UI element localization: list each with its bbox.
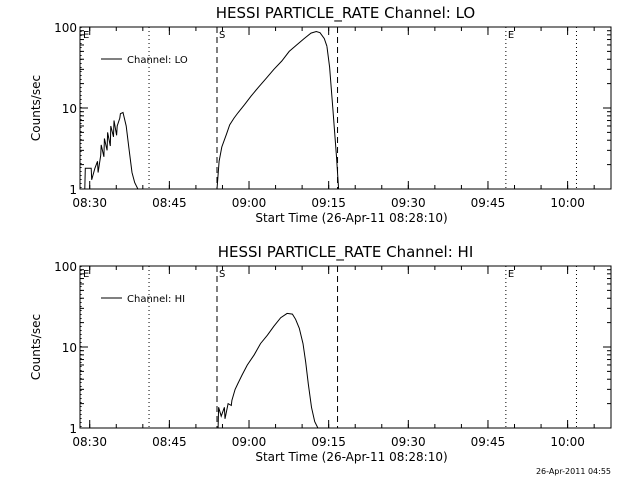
- legend-label: Channel: LO: [127, 55, 188, 66]
- y-axis-label: Counts/sec: [29, 75, 43, 141]
- marker-label-e: E: [83, 269, 89, 280]
- y-tick-label: 100: [54, 21, 77, 35]
- x-axis-label: Start Time (26-Apr-11 08:28:10): [255, 450, 447, 464]
- x-tick-label: 10:00: [550, 196, 585, 210]
- x-tick-label: 09:15: [311, 196, 346, 210]
- y-axis-label: Counts/sec: [29, 314, 43, 380]
- x-tick-label: 09:45: [471, 435, 506, 449]
- x-tick-label: 08:30: [72, 435, 107, 449]
- marker-label-e: E: [508, 30, 514, 41]
- hi-channel-panel: HESSI PARTICLE_RATE Channel: HI 08:30 08:4…: [29, 243, 612, 464]
- lo-channel-panel: HESSI PARTICLE_RATE Channel: LO 08:30 08:4…: [29, 4, 612, 225]
- x-axis-label: Start Time (26-Apr-11 08:28:10): [255, 211, 447, 225]
- x-tick-label: 09:15: [311, 435, 346, 449]
- x-tick-label: 08:45: [152, 196, 187, 210]
- x-tick-label: 08:30: [72, 196, 107, 210]
- series-line-0: [84, 111, 141, 190]
- y-tick-label: 100: [54, 260, 77, 274]
- marker-label-s: S: [219, 269, 225, 280]
- y-tick-label: 10: [62, 341, 77, 355]
- marker-label-e: E: [83, 30, 89, 41]
- marker-label-e: E: [508, 269, 514, 280]
- plot-frame: [79, 26, 612, 190]
- x-tick-label: 09:45: [471, 196, 506, 210]
- x-tick-label: 08:45: [152, 435, 187, 449]
- x-tick-label: 09:30: [391, 435, 426, 449]
- x-tick-label: 09:00: [232, 196, 267, 210]
- x-tick-label: 09:00: [232, 435, 267, 449]
- chart-title: HESSI PARTICLE_RATE Channel: LO: [216, 4, 475, 23]
- y-tick-label: 10: [62, 102, 77, 116]
- y-tick-label: 1: [69, 183, 77, 197]
- marker-label-s: S: [219, 30, 225, 41]
- series-line-0: [217, 312, 319, 429]
- series-line-1: [216, 30, 328, 190]
- x-tick-label: 10:00: [550, 435, 585, 449]
- y-tick-label: 1: [69, 422, 77, 436]
- series-line-2: [326, 46, 340, 190]
- chart-title: HESSI PARTICLE_RATE Channel: HI: [218, 243, 474, 262]
- legend-label: Channel: HI: [127, 294, 185, 305]
- plot-frame: [79, 265, 612, 429]
- x-tick-label: 09:30: [391, 196, 426, 210]
- footer-timestamp: 26-Apr-2011 04:55: [536, 467, 611, 476]
